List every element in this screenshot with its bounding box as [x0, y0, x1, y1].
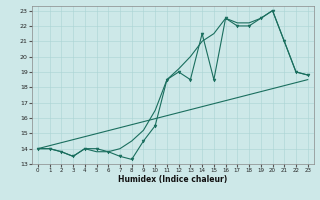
X-axis label: Humidex (Indice chaleur): Humidex (Indice chaleur) [118, 175, 228, 184]
